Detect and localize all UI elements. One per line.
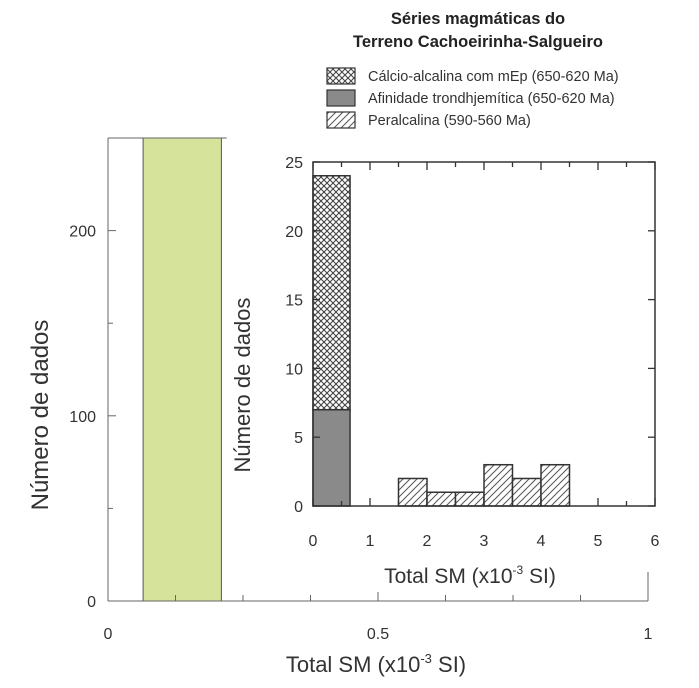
inset-y-tick-label: 5 xyxy=(294,430,303,447)
chart-title-line-2: Terreno Cachoeirinha-Salgueiro xyxy=(353,33,603,51)
inset-y-tick-label: 0 xyxy=(294,499,303,516)
chart-title-line-1: Séries magmáticas do xyxy=(391,10,565,28)
chart-title: Séries magmáticas do Terreno Cachoeirinh… xyxy=(353,10,603,51)
outer-y-axis-label: Número de dados xyxy=(27,320,54,511)
inset-y-tick-label: 20 xyxy=(285,224,303,241)
inset-x-tick-label: 4 xyxy=(537,533,546,550)
outer-y-tick-label: 200 xyxy=(69,224,96,241)
inset-y-tick-label: 15 xyxy=(285,293,303,310)
inset-bar-diagonal-5 xyxy=(540,463,571,507)
inset-bar-diagonal-3 xyxy=(483,463,514,507)
outer-x-axis-label: Total SM (x10-3 SI) xyxy=(286,651,466,677)
outer-x-tick-label: 0.5 xyxy=(367,626,389,643)
inset-x-tick-label: 6 xyxy=(651,533,660,550)
legend-label-diagonal: Peralcalina (590-560 Ma) xyxy=(368,113,531,129)
inset-bar-crosshatch-0 xyxy=(312,175,351,411)
outer-x-tick-label: 1 xyxy=(644,626,653,643)
inset-x-axis-label: Total SM (x10-3 SI) xyxy=(384,563,556,588)
inset-y-tick-label: 10 xyxy=(285,361,303,378)
legend-label-crosshatch: Cálcio-alcalina com mEp (650-620 Ma) xyxy=(368,69,619,85)
inset-x-tick-label: 1 xyxy=(366,533,375,550)
inset-bar-diagonal-0 xyxy=(397,477,428,507)
legend-swatch-gray xyxy=(326,89,356,107)
legend: Cálcio-alcalina com mEp (650-620 Ma) Afin… xyxy=(326,67,619,129)
inset-x-tick-label: 5 xyxy=(594,533,603,550)
outer-bars xyxy=(142,137,222,602)
inset-bar-diagonal-4 xyxy=(511,477,542,507)
inset-bars xyxy=(312,175,571,507)
inset-x-tick-label: 3 xyxy=(480,533,489,550)
inset-x-tick-label: 0 xyxy=(309,533,318,550)
inset-bar-diagonal-1 xyxy=(426,491,457,507)
outer-y-tick-label: 0 xyxy=(87,594,96,611)
inset-y-tick-label: 25 xyxy=(285,155,303,172)
legend-swatch-crosshatch xyxy=(326,67,356,85)
inset-x-tick-label: 2 xyxy=(423,533,432,550)
inset-background xyxy=(232,145,664,545)
legend-label-gray: Afinidade trondhjemítica (650-620 Ma) xyxy=(368,91,615,107)
outer-x-tick-label: 0 xyxy=(104,626,113,643)
inset-ticks: 0 5 10 15 20 25 0 1 2 3 4 5 6 xyxy=(285,155,659,550)
outer-bar-0 xyxy=(142,137,222,602)
outer-y-tick-label: 100 xyxy=(69,409,96,426)
inset-y-axis-label: Número de dados xyxy=(230,298,255,473)
legend-swatch-diagonal xyxy=(326,111,356,129)
inset-chart: 0 5 10 15 20 25 0 1 2 3 4 5 6 Número de dados Total … xyxy=(230,145,664,588)
inset-bar-diagonal-2 xyxy=(454,491,485,507)
inset-bar-gray-0 xyxy=(312,408,351,507)
